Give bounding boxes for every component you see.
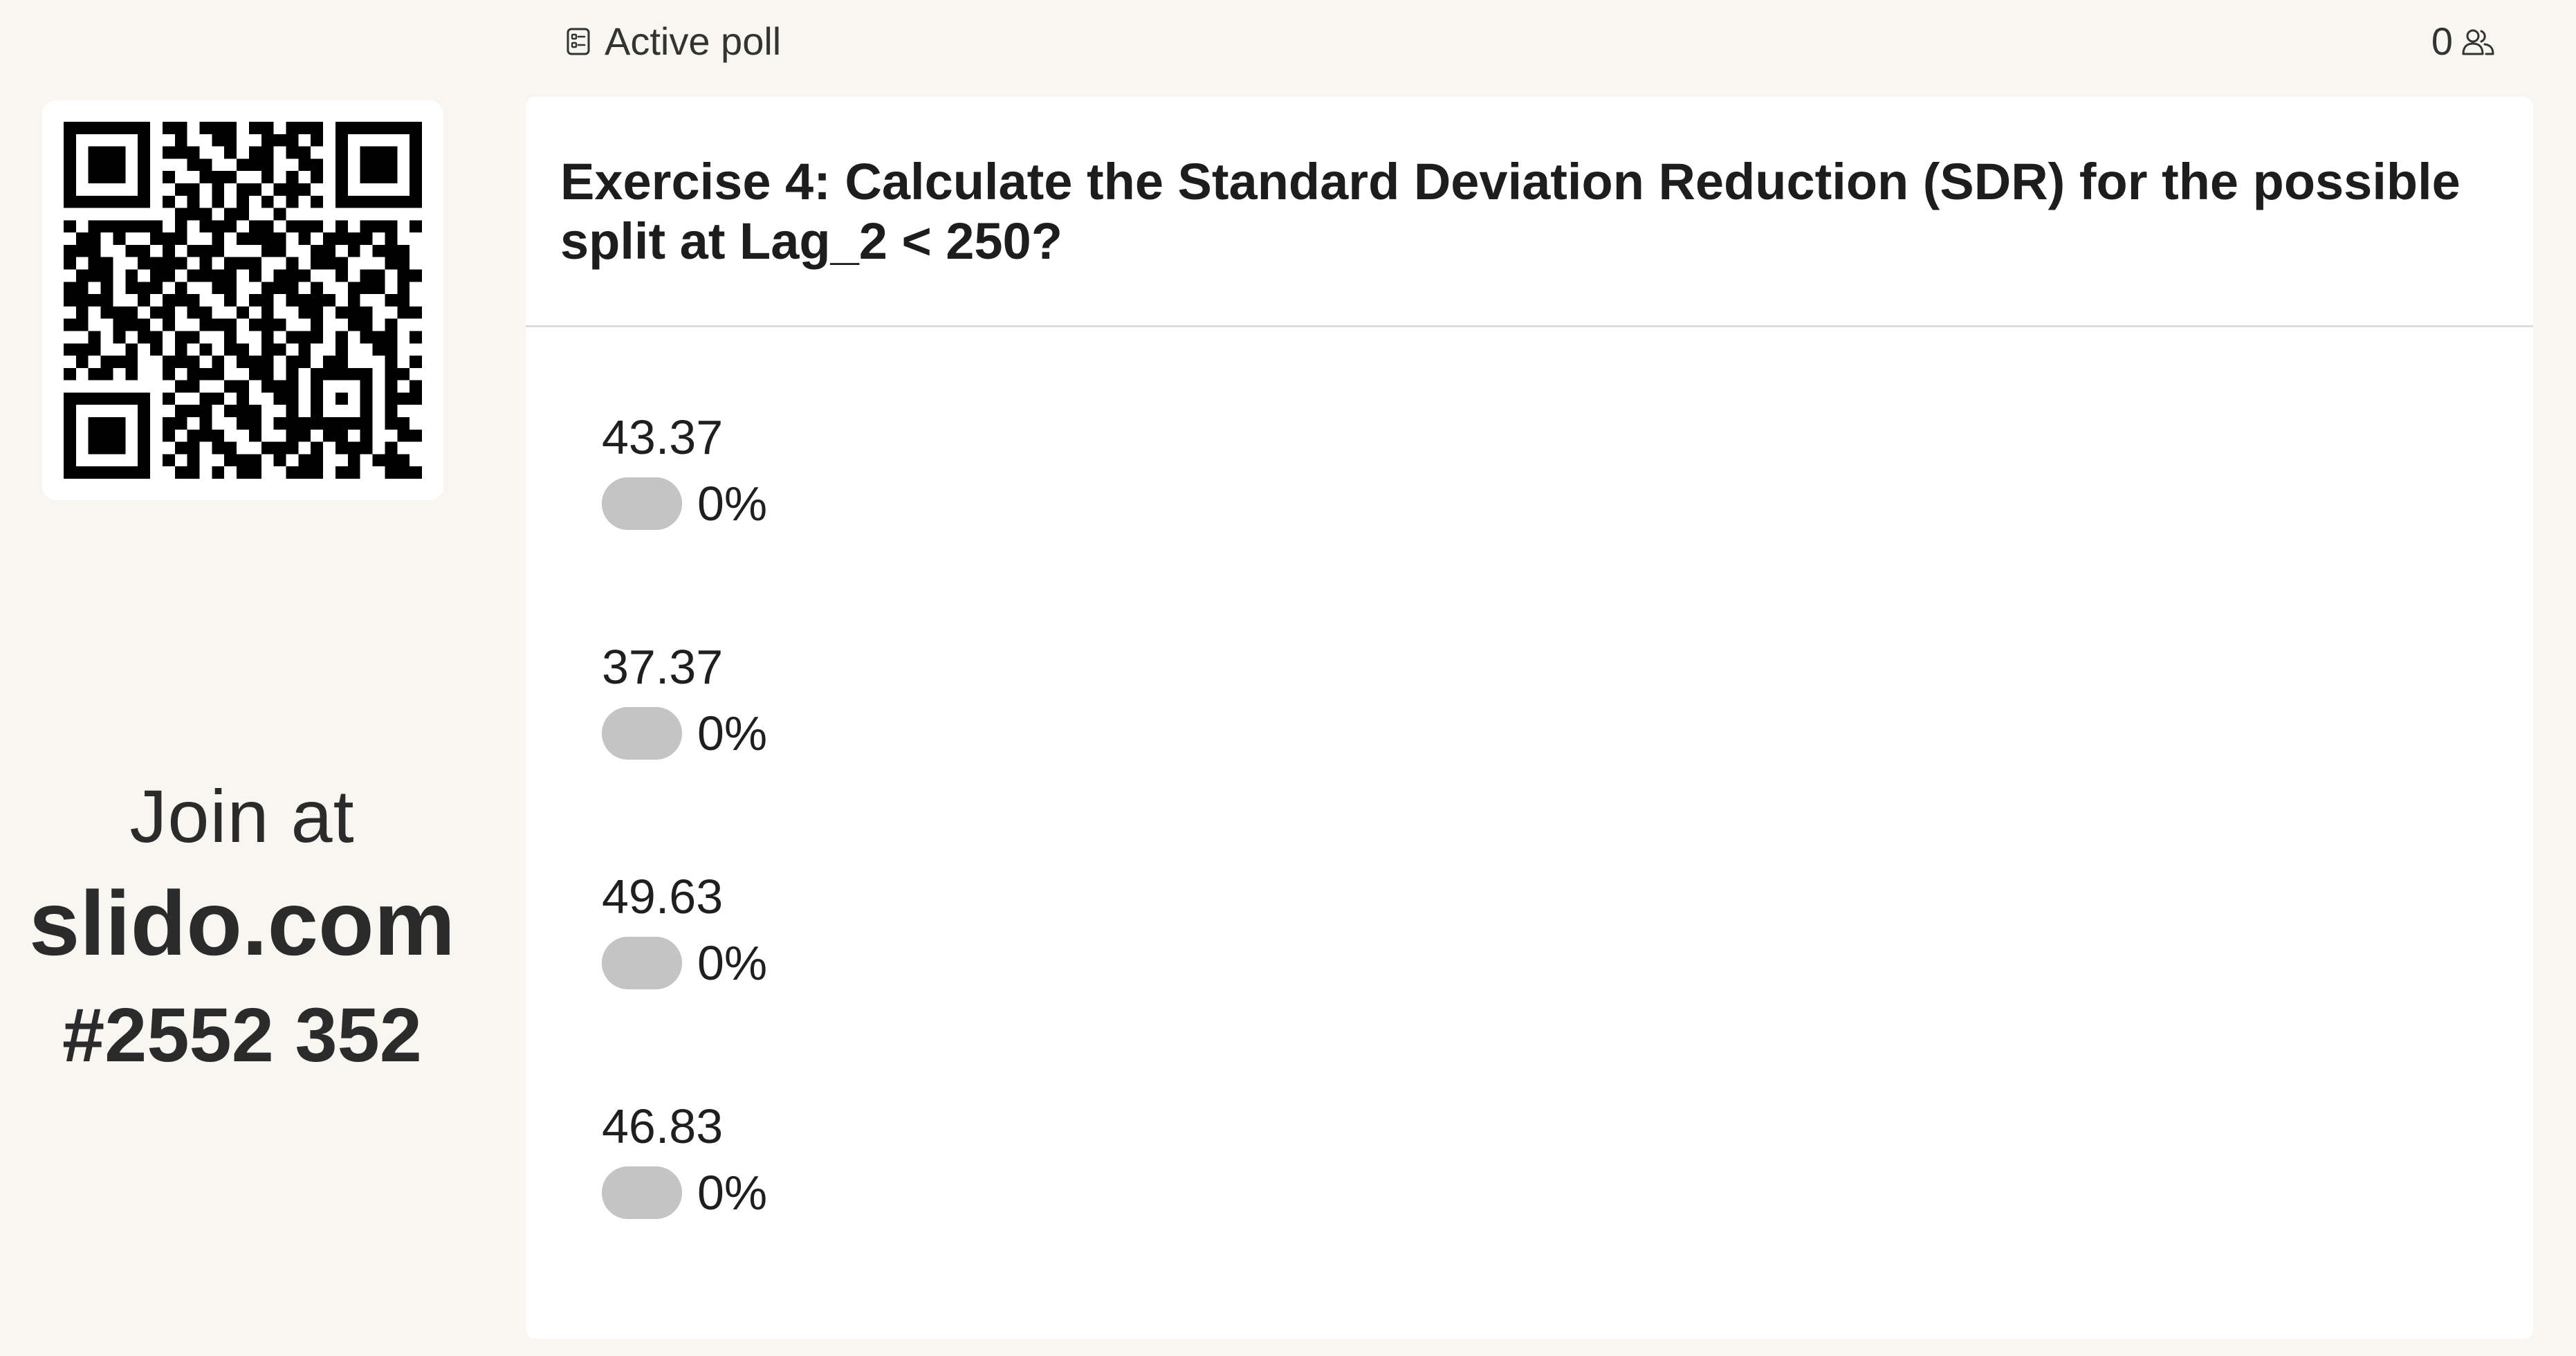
divider (526, 325, 2533, 327)
join-info: Join at slido.com #2552 352 (0, 768, 484, 1088)
poll-question: Exercise 4: Calculate the Standard Devia… (560, 153, 2460, 270)
poll-option: 37.37 0% (602, 638, 2400, 790)
poll-option: 43.37 0% (602, 408, 2400, 560)
result-bar-fill (602, 1166, 682, 1219)
poll-option: 46.83 0% (602, 1097, 2400, 1249)
option-label: 49.63 (602, 870, 724, 924)
poll-list-icon (567, 28, 590, 55)
option-result-bar: 0% (602, 936, 2400, 990)
option-label: 43.37 (602, 410, 724, 464)
participants-count: 0 (2431, 19, 2453, 63)
poll-option: 49.63 0% (602, 868, 2400, 1020)
result-bar-fill (602, 707, 682, 760)
poll-card: Exercise 4: Calculate the Standard Devia… (526, 97, 2533, 1339)
option-result-bar: 0% (602, 477, 2400, 531)
option-label: 46.83 (602, 1099, 724, 1153)
status-label: Active poll (605, 19, 782, 63)
option-result-bar: 0% (602, 1166, 2400, 1220)
option-percent: 0% (697, 477, 768, 531)
people-icon (2462, 29, 2494, 55)
join-prompt: Join at (129, 774, 355, 858)
qr-code-icon (64, 122, 422, 479)
participants-counter: 0 (2431, 15, 2496, 67)
result-bar-fill (602, 937, 682, 989)
poll-status: Active poll (566, 15, 781, 67)
join-domain: slido.com (28, 872, 456, 974)
option-result-bar: 0% (602, 706, 2400, 760)
result-bar-fill (602, 477, 682, 530)
qr-code-card (42, 100, 443, 500)
option-percent: 0% (697, 706, 768, 760)
option-percent: 0% (697, 1166, 768, 1220)
event-code: #2552 352 (62, 993, 422, 1078)
option-percent: 0% (697, 936, 768, 990)
option-label: 37.37 (602, 640, 724, 694)
